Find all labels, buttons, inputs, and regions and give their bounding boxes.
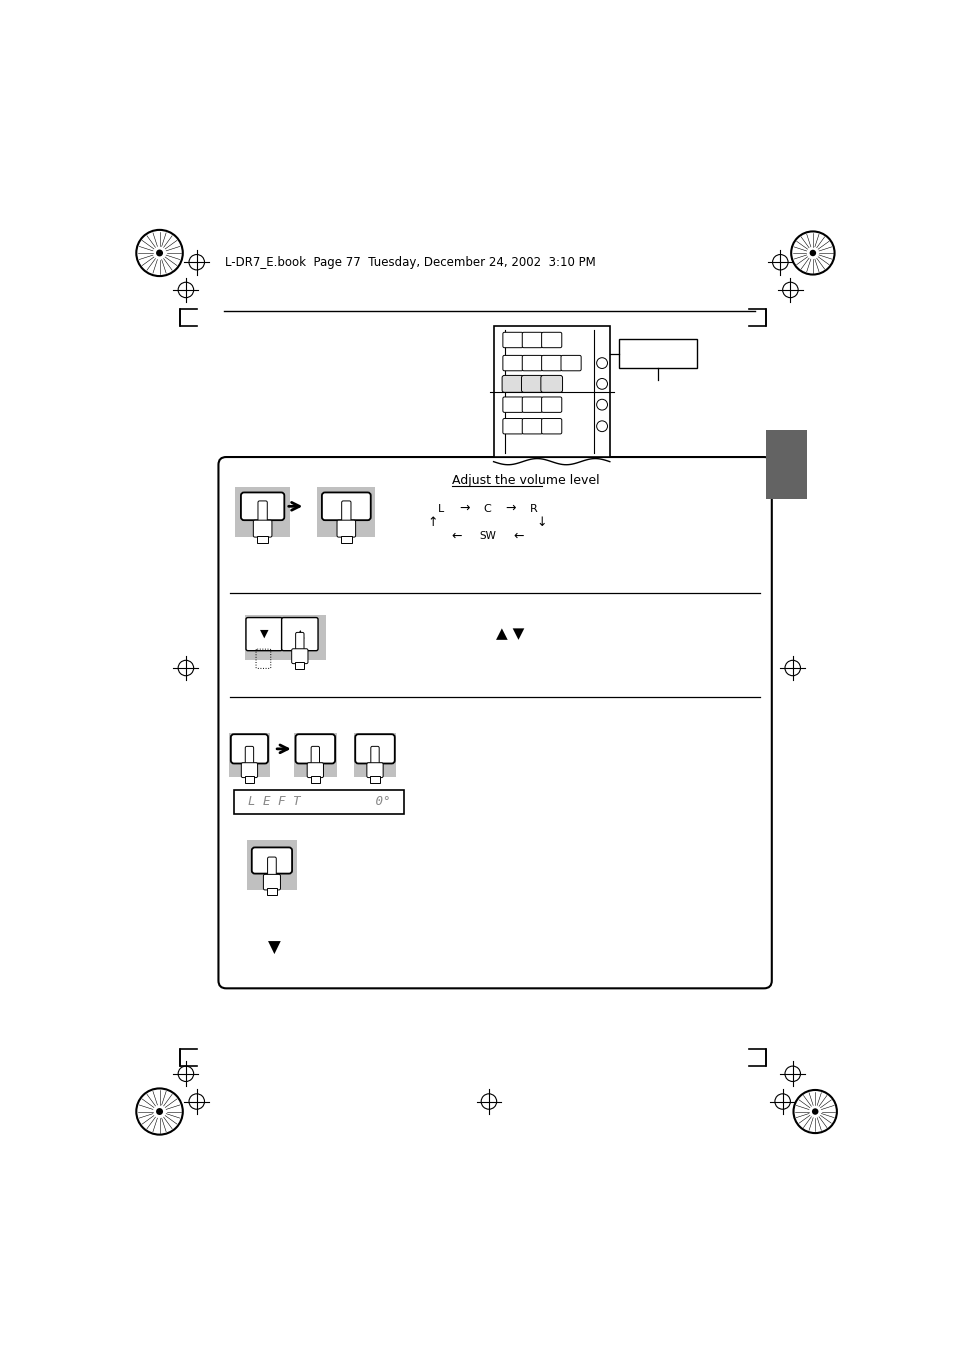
Text: ←: ← bbox=[451, 530, 461, 543]
Circle shape bbox=[809, 250, 815, 257]
FancyBboxPatch shape bbox=[311, 746, 319, 766]
FancyBboxPatch shape bbox=[246, 617, 282, 651]
Bar bbox=[311, 775, 319, 782]
Bar bbox=[235, 488, 290, 538]
FancyBboxPatch shape bbox=[521, 419, 542, 434]
FancyBboxPatch shape bbox=[341, 501, 351, 523]
FancyBboxPatch shape bbox=[336, 520, 355, 538]
FancyBboxPatch shape bbox=[267, 857, 276, 877]
Text: ▼: ▼ bbox=[268, 939, 280, 957]
Bar bbox=[245, 775, 253, 782]
FancyBboxPatch shape bbox=[241, 493, 284, 520]
FancyBboxPatch shape bbox=[263, 874, 280, 890]
FancyBboxPatch shape bbox=[371, 746, 378, 766]
FancyBboxPatch shape bbox=[281, 617, 317, 651]
Bar bbox=[340, 535, 352, 543]
FancyBboxPatch shape bbox=[307, 763, 323, 778]
FancyBboxPatch shape bbox=[367, 763, 383, 778]
FancyBboxPatch shape bbox=[560, 355, 580, 370]
Bar bbox=[267, 889, 276, 896]
Circle shape bbox=[156, 250, 163, 257]
Bar bbox=[245, 615, 326, 659]
FancyBboxPatch shape bbox=[541, 397, 561, 412]
Text: Adjust the volume level: Adjust the volume level bbox=[452, 474, 599, 486]
FancyBboxPatch shape bbox=[521, 376, 542, 392]
Bar bbox=[294, 732, 336, 777]
FancyBboxPatch shape bbox=[541, 355, 561, 370]
Bar bbox=[229, 732, 270, 777]
FancyBboxPatch shape bbox=[292, 648, 308, 663]
FancyBboxPatch shape bbox=[218, 457, 771, 989]
Text: R: R bbox=[530, 504, 537, 513]
FancyBboxPatch shape bbox=[231, 734, 268, 763]
Text: SW: SW bbox=[478, 531, 496, 542]
Text: ▲: ▲ bbox=[295, 630, 304, 639]
FancyBboxPatch shape bbox=[257, 501, 267, 523]
Bar bbox=[370, 775, 379, 782]
FancyBboxPatch shape bbox=[245, 746, 253, 766]
Text: L E F T          0°: L E F T 0° bbox=[248, 796, 390, 808]
FancyBboxPatch shape bbox=[521, 397, 542, 412]
FancyBboxPatch shape bbox=[502, 332, 522, 347]
Bar bbox=[493, 326, 609, 457]
FancyBboxPatch shape bbox=[252, 847, 292, 874]
FancyBboxPatch shape bbox=[521, 332, 542, 347]
Text: →: → bbox=[458, 503, 469, 515]
Bar bbox=[247, 840, 297, 890]
FancyBboxPatch shape bbox=[295, 632, 304, 651]
Text: →: → bbox=[505, 503, 516, 515]
Text: ↓: ↓ bbox=[536, 516, 546, 530]
FancyBboxPatch shape bbox=[295, 734, 335, 763]
Bar bbox=[317, 488, 375, 538]
Text: ▲ ▼: ▲ ▼ bbox=[496, 627, 524, 642]
FancyBboxPatch shape bbox=[521, 355, 542, 370]
FancyBboxPatch shape bbox=[541, 332, 561, 347]
Text: ←: ← bbox=[513, 530, 523, 543]
FancyBboxPatch shape bbox=[502, 355, 522, 370]
Bar bbox=[765, 430, 806, 500]
FancyBboxPatch shape bbox=[540, 376, 562, 392]
Text: ▼: ▼ bbox=[259, 630, 268, 639]
Text: L-DR7_E.book  Page 77  Tuesday, December 24, 2002  3:10 PM: L-DR7_E.book Page 77 Tuesday, December 2… bbox=[224, 255, 595, 269]
Circle shape bbox=[156, 1108, 163, 1115]
Bar bbox=[618, 339, 696, 369]
Text: L: L bbox=[437, 504, 443, 513]
FancyBboxPatch shape bbox=[241, 763, 257, 778]
Bar bbox=[294, 662, 304, 669]
FancyBboxPatch shape bbox=[501, 376, 523, 392]
FancyBboxPatch shape bbox=[502, 397, 522, 412]
Bar bbox=[257, 535, 268, 543]
FancyBboxPatch shape bbox=[321, 493, 371, 520]
FancyBboxPatch shape bbox=[502, 419, 522, 434]
FancyBboxPatch shape bbox=[541, 419, 561, 434]
Bar bbox=[354, 732, 395, 777]
Text: C: C bbox=[483, 504, 491, 513]
FancyBboxPatch shape bbox=[253, 520, 272, 538]
Text: ↑: ↑ bbox=[428, 516, 438, 530]
Bar bbox=[233, 790, 404, 815]
FancyBboxPatch shape bbox=[355, 734, 395, 763]
Circle shape bbox=[811, 1108, 818, 1115]
